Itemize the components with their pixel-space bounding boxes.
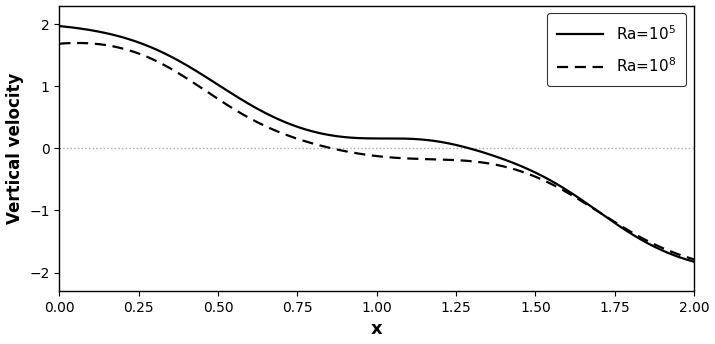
Y-axis label: Vertical velocity: Vertical velocity xyxy=(6,73,24,224)
Legend: Ra=10$^5$, Ra=10$^8$: Ra=10$^5$, Ra=10$^8$ xyxy=(547,13,686,86)
X-axis label: x: x xyxy=(371,321,383,338)
